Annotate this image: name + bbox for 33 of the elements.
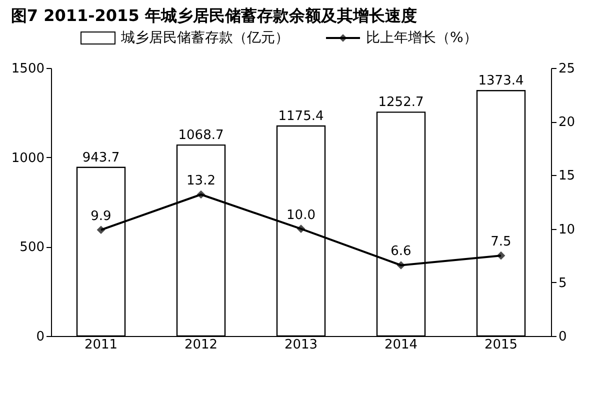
data-label: 6.6 (390, 244, 412, 260)
data-label: 13.2 (186, 173, 216, 188)
y2-tick-label: 25 (558, 62, 576, 76)
x-tick-label: 2015 (484, 338, 518, 352)
x-tick-label: 2014 (384, 338, 418, 352)
y2-tick-label: 0 (558, 330, 567, 344)
data-label: 9.9 (90, 208, 112, 224)
y-tick-label: 500 (20, 240, 44, 256)
legend-label: 城乡居民储蓄存款（亿元） (120, 30, 289, 46)
x-tick-label: 2012 (184, 338, 218, 352)
y2-tick-label: 20 (558, 115, 576, 130)
data-label: 1373.4 (478, 74, 524, 89)
data-label: 10.0 (286, 208, 316, 223)
y-tick-label: 1500 (11, 62, 44, 76)
legend-label: 比上年增长（%） (366, 30, 478, 46)
point (196, 190, 206, 199)
point (496, 251, 506, 260)
data-label: 1175.4 (278, 108, 324, 124)
y-tick-label: 1000 (11, 150, 44, 166)
point (296, 224, 306, 233)
y-tick-label: 0 (36, 330, 44, 344)
x-tick-label: 2011 (84, 338, 118, 352)
chart-title: 图7 2011-2015 年城乡居民储蓄存款余额及其增长速度 (10, 6, 417, 25)
data-label: 943.7 (82, 150, 120, 166)
data-label: 1252.7 (378, 95, 424, 110)
y2-tick-label: 5 (558, 276, 567, 291)
y2-tick-label: 15 (558, 168, 576, 184)
x-tick-label: 2013 (284, 338, 318, 352)
data-label: 1068.7 (178, 128, 224, 144)
point (96, 226, 106, 234)
data-label: 7.5 (490, 234, 512, 250)
y2-tick-label: 10 (558, 222, 576, 238)
point (396, 261, 406, 270)
